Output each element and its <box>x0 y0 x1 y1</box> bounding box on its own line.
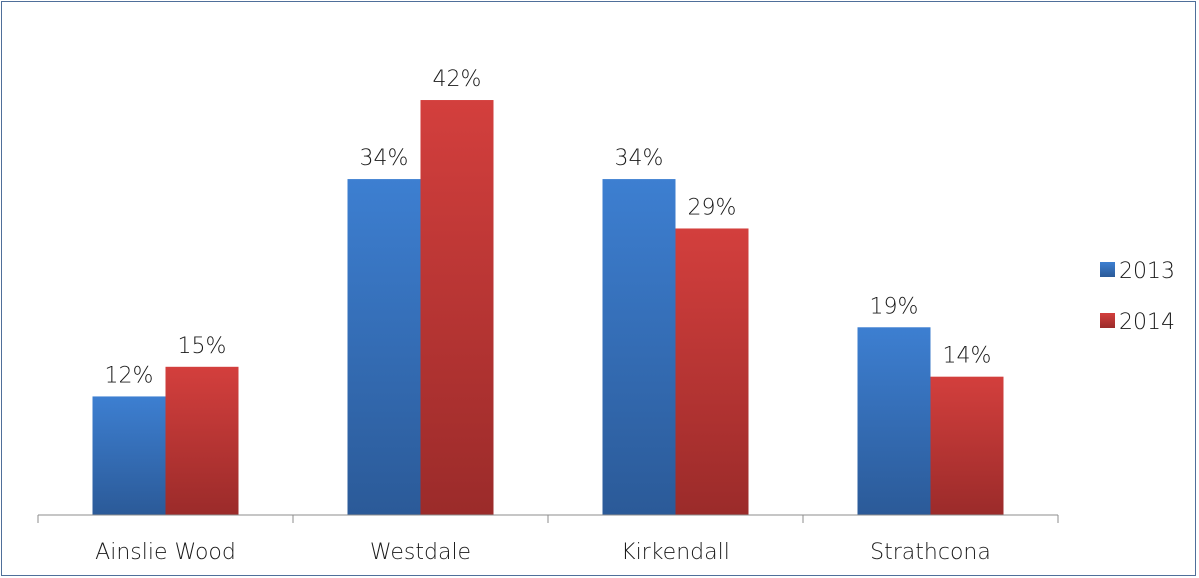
x-axis <box>37 514 1059 523</box>
legend-label-2014: 2014 <box>1119 310 1175 335</box>
legend-label-2013: 2013 <box>1119 259 1175 284</box>
bar-2014-strathcona <box>930 376 1004 515</box>
data-label: 34% <box>360 146 409 171</box>
bar-2014-ainslie-wood <box>165 366 239 515</box>
category-label: Ainslie Wood <box>95 540 236 565</box>
legend: 2013 2014 <box>1100 259 1175 335</box>
data-label: 14% <box>943 344 992 369</box>
category-labels-layer: Ainslie Wood Westdale Kirkendall Strathcona <box>95 540 991 565</box>
data-label: 12% <box>105 363 154 388</box>
bar-2013-kirkendall <box>602 179 676 515</box>
bar-2013-ainslie-wood <box>92 396 166 515</box>
data-label: 42% <box>433 67 482 92</box>
value-labels-layer: 12% 15% 34% 42% 34% 29% 19% 14% <box>105 67 992 388</box>
category-label: Westdale <box>370 540 471 565</box>
bar-2013-strathcona <box>857 327 931 515</box>
bar-2014-westdale <box>420 100 494 515</box>
bar-2013-westdale <box>347 179 421 515</box>
category-label: Kirkendall <box>621 540 730 565</box>
category-label: Strathcona <box>870 540 991 565</box>
data-label: 15% <box>178 334 227 359</box>
data-label: 34% <box>615 146 664 171</box>
bars-layer <box>92 100 1004 516</box>
legend-swatch-2013 <box>1100 262 1115 277</box>
data-label: 29% <box>688 195 737 220</box>
data-label: 19% <box>870 294 919 319</box>
legend-swatch-2014 <box>1100 313 1115 328</box>
bar-2014-kirkendall <box>675 228 749 516</box>
